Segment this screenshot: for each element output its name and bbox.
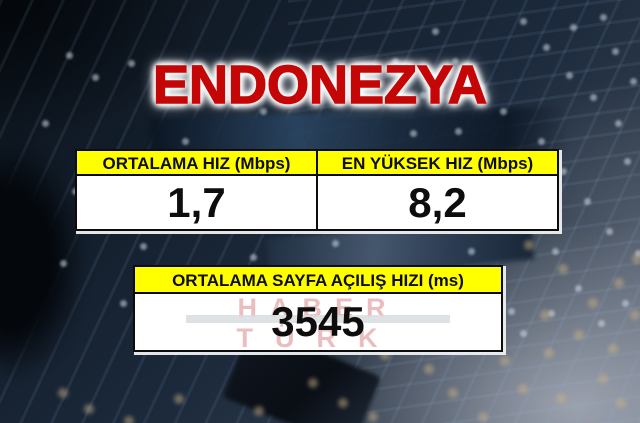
average-speed-column: ORTALAMA HIZ (Mbps) 1,7 (77, 151, 316, 229)
page-load-header: ORTALAMA SAYFA AÇILIŞ HIZI (ms) (135, 267, 501, 294)
max-speed-value: 8,2 (318, 176, 557, 229)
fiber-bokeh-dots (0, 0, 10, 10)
max-speed-header: EN YÜKSEK HIZ (Mbps) (318, 151, 557, 176)
average-speed-value: 1,7 (77, 176, 316, 229)
average-speed-header: ORTALAMA HIZ (Mbps) (77, 151, 316, 176)
page-load-value: 3545 (271, 298, 365, 345)
page-title: ENDONEZYA (152, 55, 488, 115)
max-speed-column: EN YÜKSEK HIZ (Mbps) 8,2 (316, 151, 557, 229)
speed-stats-table: ORTALAMA HIZ (Mbps) 1,7 EN YÜKSEK HIZ (M… (75, 149, 559, 231)
fiber-glow-dots (0, 0, 7, 7)
page-load-table: ORTALAMA SAYFA AÇILIŞ HIZI (ms) HABER TÜ… (133, 265, 503, 352)
page-load-cell: HABER TÜRK 3545 (135, 294, 501, 350)
cable-silhouette-left (0, 140, 86, 380)
